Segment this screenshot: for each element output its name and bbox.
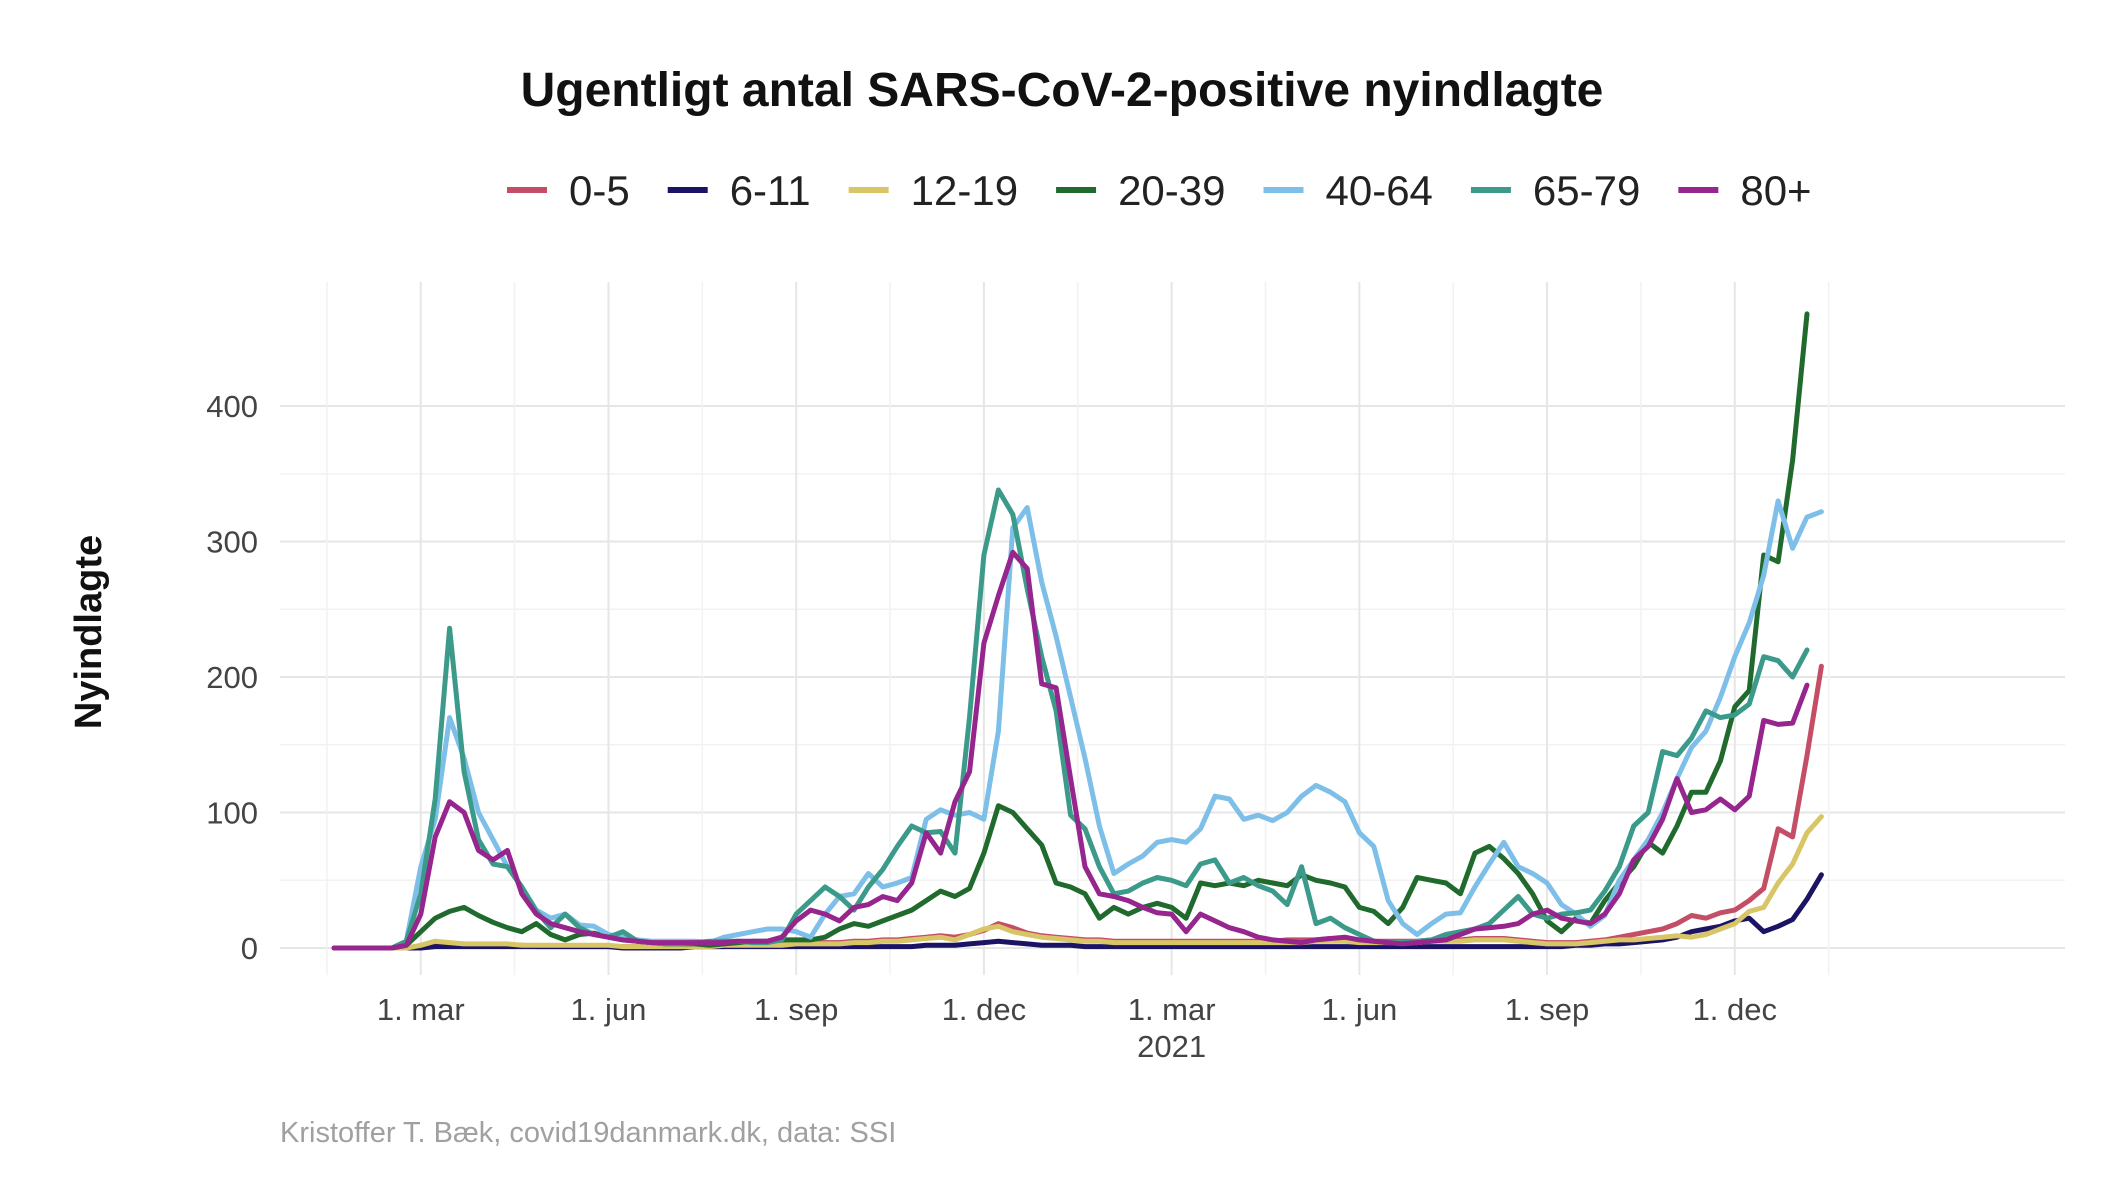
series-line-80+: [331, 549, 1810, 951]
y-axis-label: Nyindlagte: [68, 535, 110, 729]
y-tick-label: 400: [206, 389, 258, 424]
x-tick-label: 1. dec: [942, 992, 1026, 1027]
x-tick-label: 1. jun: [1321, 992, 1397, 1027]
legend-label-6-11: 6-11: [730, 167, 811, 214]
legend-label-20-39: 20-39: [1118, 167, 1225, 214]
x-tick-sublabel: 2021: [1137, 1029, 1206, 1064]
caption: Kristoffer T. Bæk, covid19danmark.dk, da…: [280, 1117, 896, 1149]
legend-label-0-5: 0-5: [569, 167, 630, 214]
x-tick-label: 1. mar: [377, 992, 465, 1027]
x-tick-label: 1. jun: [571, 992, 647, 1027]
legend: 0-5 6-11 12-19 20-39 40-64 65-79 80+: [507, 167, 1812, 214]
x-tick-label: 1. sep: [754, 992, 838, 1027]
y-tick-label: 300: [206, 525, 258, 560]
grid: [280, 282, 2065, 975]
legend-label-12-19: 12-19: [911, 167, 1018, 214]
legend-label-40-64: 40-64: [1326, 167, 1433, 214]
series-line-12-19: [331, 814, 1824, 951]
x-tick-label: 1. mar: [1128, 992, 1216, 1027]
y-tick-label: 100: [206, 796, 258, 831]
chart-title: Ugentligt antal SARS-CoV-2-positive nyin…: [521, 64, 1604, 117]
x-tick-label: 1. sep: [1505, 992, 1589, 1027]
x-tick-label: 1. dec: [1693, 992, 1777, 1027]
series-line-20-39: [331, 311, 1810, 951]
legend-label-65-79: 65-79: [1533, 167, 1640, 214]
series-line-65-79: [331, 487, 1810, 951]
legend-label-80+: 80+: [1740, 167, 1811, 214]
series-lines: [331, 311, 1824, 951]
y-axis-ticks: 0 100 200 300 400: [206, 389, 258, 966]
y-tick-label: 0: [241, 931, 258, 966]
y-tick-label: 200: [206, 660, 258, 695]
